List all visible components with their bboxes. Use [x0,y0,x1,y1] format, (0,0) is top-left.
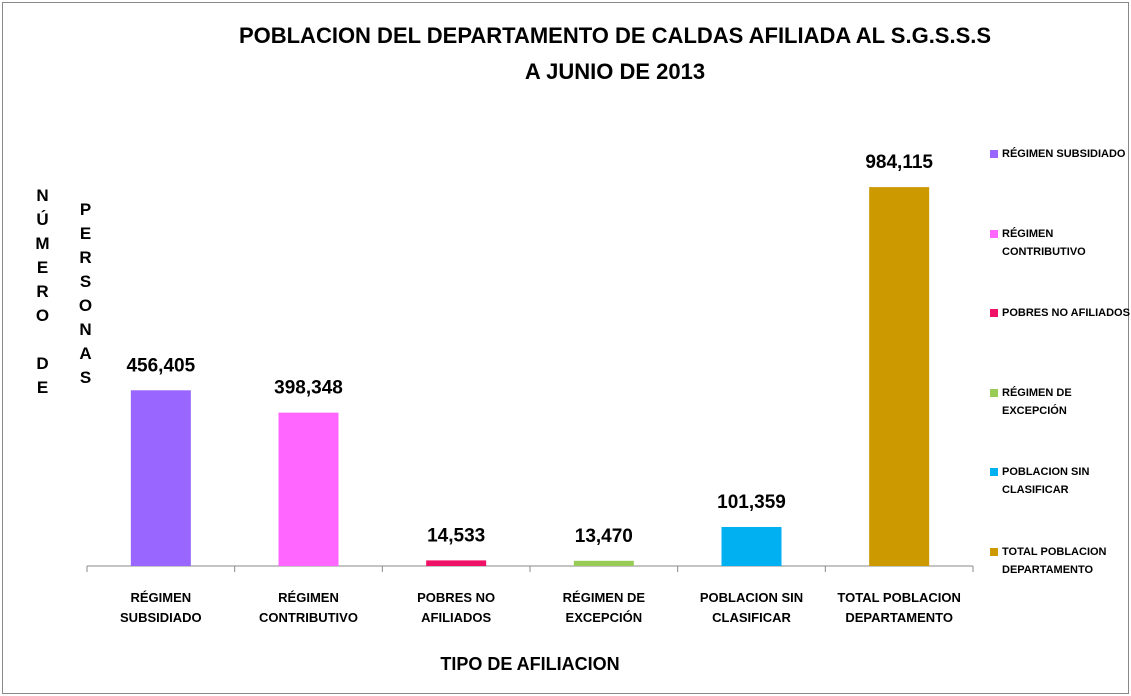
bar [573,560,634,566]
bar [426,560,487,566]
x-tick-label: RÉGIMEN CONTRIBUTIVO [259,590,358,625]
x-tick-label: POBLACION SIN CLASIFICAR [699,590,804,625]
legend-swatch [990,229,998,238]
legend-label: RÉGIMEN SUBSIDIADO [1002,148,1126,160]
legend-swatch [990,388,998,397]
x-tick-label: TOTAL POBLACION DEPARTAMENTO [837,590,961,625]
legend-entry: TOTAL POBLACION DEPARTAMENTO [990,543,1131,579]
legend-label: RÉGIMEN CONTRIBUTIVO [1002,227,1086,258]
legend-entry: RÉGIMEN SUBSIDIADO [990,145,1131,163]
legend-swatch [990,547,998,556]
legend-label: POBRES NO AFILIADOS [1002,307,1130,319]
x-tick-label: RÉGIMEN SUBSIDIADO [120,590,202,625]
bar [869,187,930,566]
legend-label: POBLACION SIN CLASIFICAR [1002,466,1090,496]
x-tick-label: POBRES NO AFILIADOS [417,590,496,625]
value-label: 398,348 [274,378,343,399]
value-label: 101,359 [717,492,786,513]
chart-title: POBLACION DEL DEPARTAMENTO DE CALDAS AFI… [239,23,991,48]
value-label: 984,115 [865,152,933,173]
legend-swatch [990,309,998,317]
value-label: 13,470 [575,526,633,547]
value-label: 456,405 [126,355,195,376]
legend-entry: RÉGIMEN DE EXCEPCIÓN [990,384,1131,420]
legend-entry: POBLACION SIN CLASIFICAR [990,463,1131,499]
legend-swatch [990,150,998,158]
legend-entry: POBRES NO AFILIADOS [990,304,1131,322]
legend-label: TOTAL POBLACION DEPARTAMENTO [1002,545,1107,576]
bar [130,390,191,566]
y-axis-title: NÚMERO DE [33,186,52,402]
legend-label: RÉGIMEN DE EXCEPCIÓN [1002,386,1072,417]
x-tick-label: RÉGIMEN DE EXCEPCIÓN [562,590,645,625]
x-axis-title: TIPO DE AFILIACION [440,654,619,674]
legend-swatch [990,468,998,476]
bar [721,526,782,566]
bar [278,412,339,566]
legend-entry: RÉGIMEN CONTRIBUTIVO [990,225,1131,261]
y-axis-title: PERSONAS [76,200,95,392]
chart-title: A JUNIO DE 2013 [525,59,705,84]
value-label: 14,533 [427,525,485,546]
